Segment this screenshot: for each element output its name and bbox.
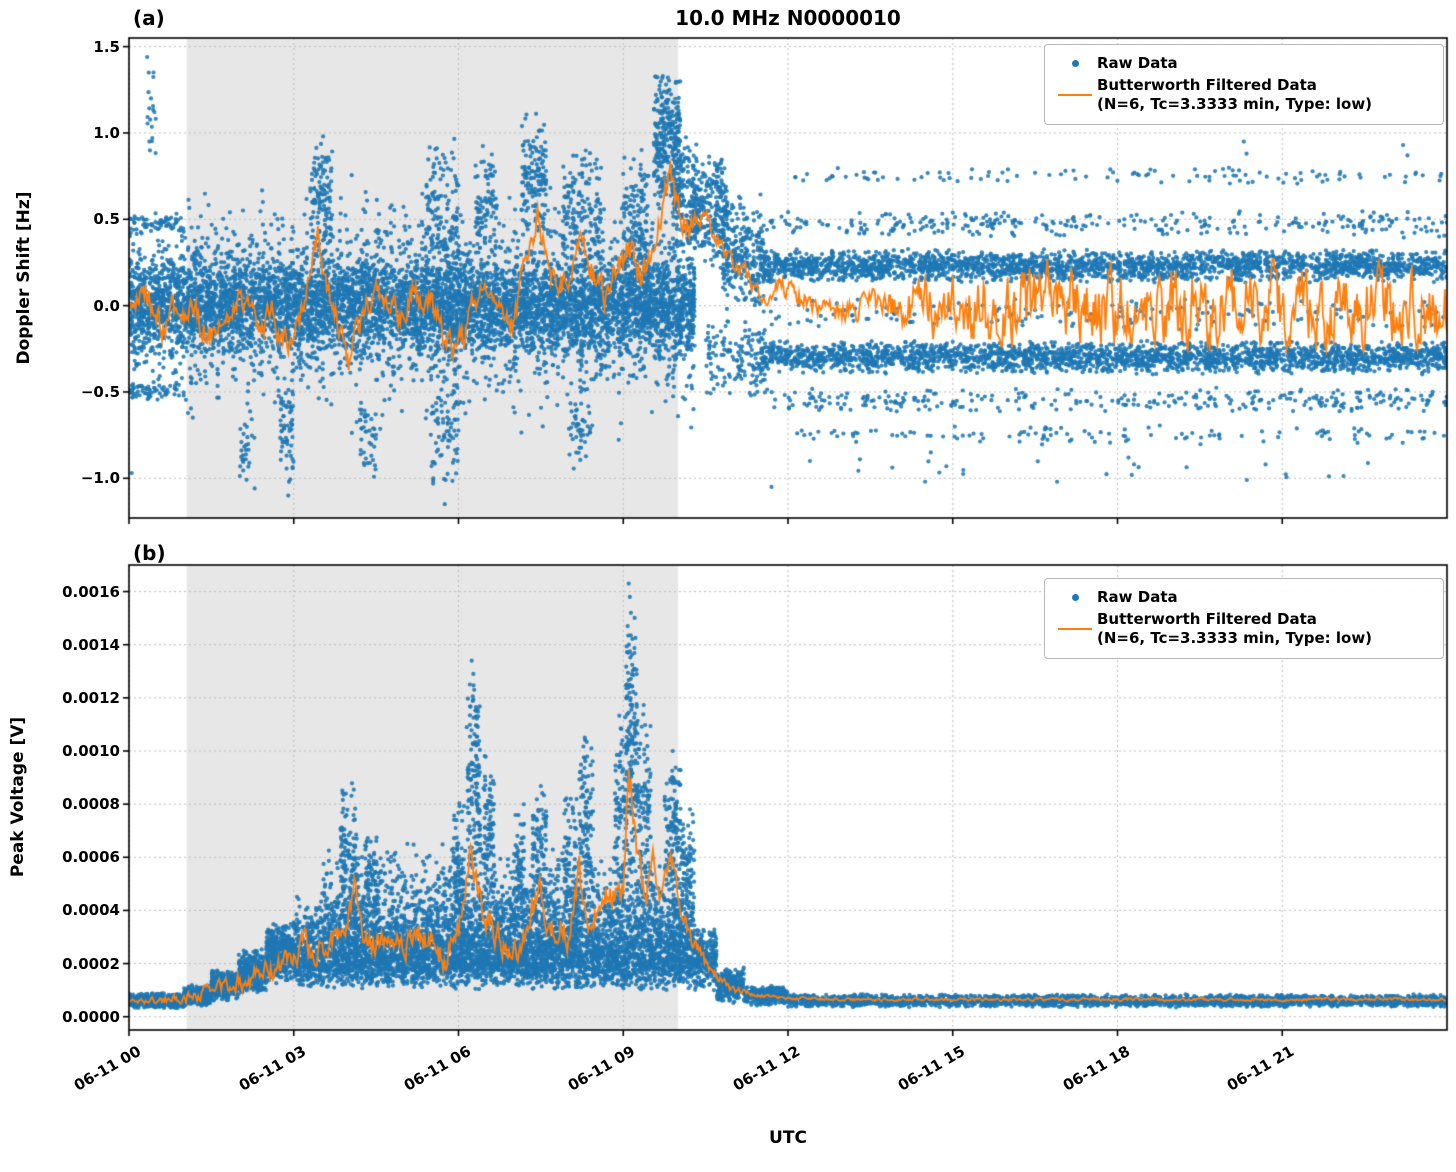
raw-data-marker-icon (1053, 60, 1097, 68)
legend-entry-raw: Raw Data (1053, 54, 1433, 74)
legend-entry-filtered: Butterworth Filtered Data (N=6, Tc=3.333… (1053, 76, 1433, 115)
y-tick-label: 0.0006 (62, 848, 120, 867)
y-tick-label: 0.0008 (62, 795, 120, 814)
legend-entry-raw: Raw Data (1053, 588, 1433, 608)
raw-data-marker-icon (1053, 594, 1097, 602)
legend-filtered-label: Butterworth Filtered Data (N=6, Tc=3.333… (1097, 76, 1372, 115)
y-tick-label: 0.0 (93, 296, 120, 315)
y-tick-label: 0.0010 (62, 742, 120, 760)
y-axis-label-doppler: Doppler Shift [Hz] (14, 191, 34, 365)
y-tick-label: 0.0004 (62, 901, 120, 920)
legend-panel-b: Raw Data Butterworth Filtered Data (N=6,… (1044, 578, 1444, 659)
y-axis-label-voltage: Peak Voltage [V] (8, 716, 28, 878)
filtered-line-marker-icon (1053, 94, 1097, 96)
legend-filtered-line1: Butterworth Filtered Data (1097, 75, 1317, 94)
y-tick-label: 0.0002 (62, 954, 120, 973)
legend-panel-a: Raw Data Butterworth Filtered Data (N=6,… (1044, 44, 1444, 125)
filtered-line-marker-icon (1053, 628, 1097, 630)
y-tick-label: 1.5 (93, 37, 120, 56)
legend-raw-label: Raw Data (1097, 588, 1178, 606)
chart-title: 10.0 MHz N0000010 (675, 6, 901, 30)
y-tick-label: 0.0000 (62, 1007, 120, 1026)
panel-b-label: (b) (133, 541, 166, 565)
panel-a-label: (a) (133, 6, 165, 30)
legend-filtered-line2: (N=6, Tc=3.3333 min, Type: low) (1097, 629, 1373, 647)
legend-filtered-line2: (N=6, Tc=3.3333 min, Type: low) (1097, 95, 1373, 113)
legend-filtered-label: Butterworth Filtered Data (N=6, Tc=3.333… (1097, 610, 1372, 649)
y-tick-label: 0.5 (93, 210, 120, 229)
y-tick-label: 0.0012 (62, 688, 120, 707)
y-tick-label: −0.5 (80, 382, 120, 401)
legend-entry-filtered: Butterworth Filtered Data (N=6, Tc=3.333… (1053, 610, 1433, 649)
x-axis-label: UTC (769, 1128, 807, 1148)
y-tick-label: −1.0 (80, 469, 120, 488)
y-tick-label: 1.0 (93, 123, 120, 142)
legend-raw-label: Raw Data (1097, 54, 1178, 72)
y-tick-label: 0.0016 (62, 582, 120, 601)
legend-filtered-line1: Butterworth Filtered Data (1097, 609, 1317, 628)
y-tick-label: 0.0014 (62, 635, 120, 654)
